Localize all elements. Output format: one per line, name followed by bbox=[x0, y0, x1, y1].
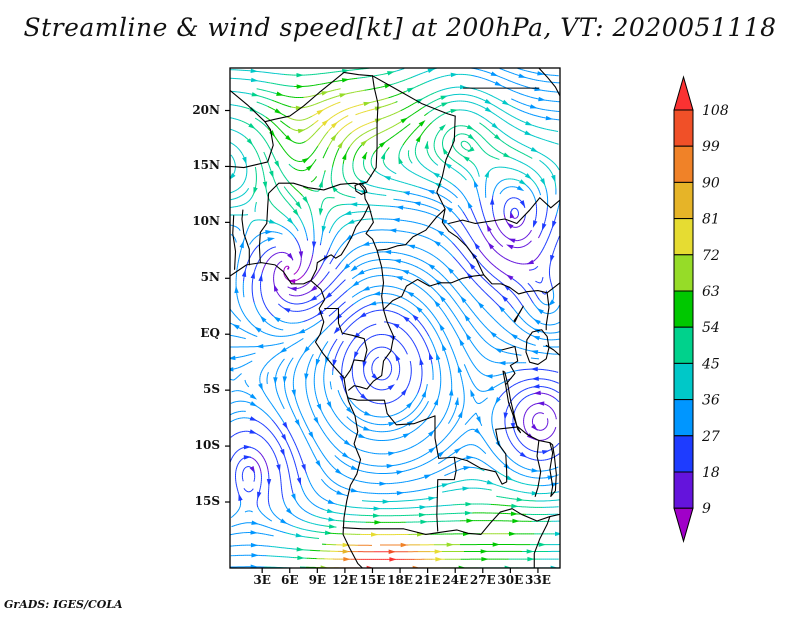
colorbar-band bbox=[673, 435, 694, 473]
colorbar-label: 90 bbox=[702, 175, 720, 191]
colorbar-band bbox=[673, 471, 694, 509]
colorbar-band bbox=[673, 326, 694, 364]
colorbar-arrow-down bbox=[673, 507, 694, 544]
colorbar-label: 72 bbox=[702, 248, 720, 264]
colorbar-label: 45 bbox=[701, 356, 720, 372]
chart-title: Streamline & wind speed[kt] at 200hPa, V… bbox=[23, 13, 777, 42]
colorbar-label: 63 bbox=[702, 284, 720, 300]
x-axis-label: 24E bbox=[442, 573, 469, 587]
colorbar-band bbox=[673, 290, 694, 328]
colorbar-label: 36 bbox=[702, 393, 720, 409]
colorbar-label: 54 bbox=[702, 320, 720, 336]
grads-credit-label: GrADS: IGES/COLA bbox=[4, 598, 123, 611]
x-axis-label: 21E bbox=[414, 573, 441, 587]
colorbar-band bbox=[673, 218, 694, 256]
colorbar-band bbox=[673, 254, 694, 292]
colorbar-legend: 108 99 90 81 72 63 54 45 36 27 18 9 bbox=[673, 75, 729, 544]
y-axis-label: 15S bbox=[194, 494, 220, 508]
x-axis-label: 3E bbox=[253, 573, 271, 587]
colorbar-label: 27 bbox=[701, 429, 720, 445]
colorbar-label: 9 bbox=[702, 501, 711, 517]
x-axis-label: 30E bbox=[497, 573, 524, 587]
x-axis-label: 12E bbox=[331, 573, 358, 587]
y-axis-label: 5N bbox=[200, 270, 220, 285]
colorbar-label: 99 bbox=[702, 139, 720, 155]
colorbar-label: 108 bbox=[702, 103, 729, 119]
y-axis-label: 15N bbox=[192, 158, 220, 173]
colorbar-band bbox=[673, 109, 694, 147]
colorbar-label: 18 bbox=[702, 465, 720, 481]
x-axis-label: 18E bbox=[387, 573, 413, 587]
x-axis-label: 33E bbox=[525, 573, 551, 587]
x-axis-label: 6E bbox=[280, 573, 299, 587]
colorbar-label: 81 bbox=[702, 212, 720, 228]
colorbar-band bbox=[673, 181, 694, 220]
colorbar-band bbox=[673, 399, 694, 437]
x-axis-label: 15E bbox=[359, 573, 386, 587]
y-axis-label: 20N bbox=[192, 102, 220, 117]
y-axis-label: 10N bbox=[192, 214, 220, 229]
x-axis-label: 27E bbox=[469, 573, 496, 587]
colorbar-arrow-up bbox=[673, 75, 694, 111]
colorbar-band bbox=[673, 362, 694, 401]
y-axis-label: 5S bbox=[202, 382, 220, 397]
y-axis-label: EQ bbox=[200, 326, 220, 341]
colorbar-band bbox=[673, 145, 694, 183]
x-axis-label: 9E bbox=[308, 573, 327, 587]
streamline-map-canvas bbox=[222, 60, 568, 576]
y-axis-label: 10S bbox=[194, 438, 220, 453]
